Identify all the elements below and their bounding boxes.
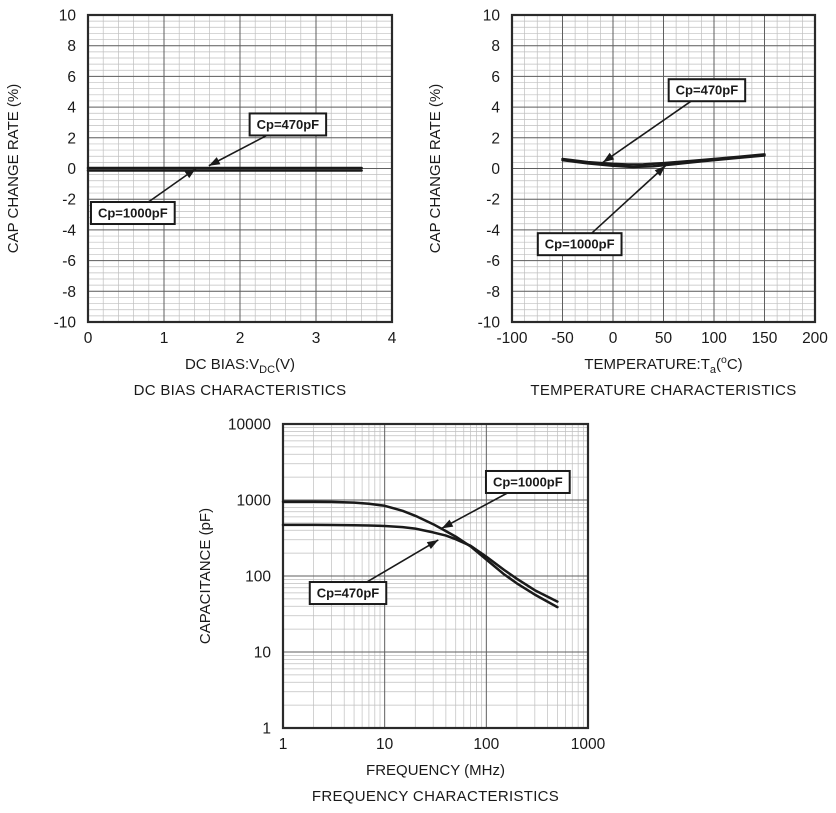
y-tick-label: 8 xyxy=(491,38,500,55)
plot-frame xyxy=(510,13,817,324)
annotation-arrow-head xyxy=(426,539,439,549)
y-axis-label: CAP CHANGE RATE (%) xyxy=(427,84,444,253)
annotation-cp-470pf: Cp=470pF xyxy=(208,112,328,167)
y-tick-label: -6 xyxy=(486,253,500,270)
x-tick-label: 4 xyxy=(388,330,397,347)
annotation-arrow-line xyxy=(366,539,439,583)
y-tick-label: 2 xyxy=(491,130,500,147)
series-line-cp-470pf xyxy=(281,523,559,603)
x-tick-label: 50 xyxy=(655,330,673,347)
x-tick-label: 100 xyxy=(701,330,727,347)
x-tick-label: 100 xyxy=(473,736,499,753)
plot-grid xyxy=(283,424,588,728)
y-tick-label: 8 xyxy=(67,38,76,55)
y-tick-label: 1 xyxy=(262,721,271,738)
y-tick-label: 6 xyxy=(67,69,76,86)
chart-frequency: 1 10 100 1000 10000 1000 100 10 1 FREQUENCY (MHz)… xyxy=(197,417,606,806)
y-axis-label: CAPACITANCE (pF) xyxy=(197,508,214,644)
x-tick-label: 1 xyxy=(279,736,288,753)
y-tick-label: 0 xyxy=(491,161,500,178)
x-axis-label: TEMPERATURE:Ta​(o​C) xyxy=(584,354,742,376)
y-tick-label: -2 xyxy=(62,192,76,209)
chart-temperature: -100 -50 0 50 100 150 200 10 8 6 4 2 0 -2 -4 -6 -8 -10 TEM… xyxy=(427,8,828,400)
x-axis-tick-labels: 0 1 2 3 4 xyxy=(84,330,397,347)
chart-dc_bias: 0 1 2 3 4 10 8 6 4 2 0 -2 -4 -6 -8 -10 DC BIAS:VDC​(V) CA… xyxy=(5,8,397,400)
y-tick-label: 10000 xyxy=(228,417,271,434)
annotation-arrow-head xyxy=(602,152,615,163)
annotation-label: Cp=470pF xyxy=(317,586,380,601)
annotation-box xyxy=(308,581,388,606)
x-tick-label: 10 xyxy=(376,736,394,753)
annotation-label: Cp=470pF xyxy=(676,83,739,98)
y-tick-label: 100 xyxy=(245,569,271,586)
annotation-arrow-line xyxy=(591,165,667,234)
y-tick-label: 10 xyxy=(254,645,272,662)
x-axis-label: FREQUENCY (MHz) xyxy=(366,762,505,779)
annotation-cp-1000pf: Cp=1000pF xyxy=(536,165,667,257)
y-tick-label: 10 xyxy=(483,8,501,25)
chart-title: TEMPERATURE CHARACTERISTICS xyxy=(530,382,796,399)
chart-title: DC BIAS CHARACTERISTICS xyxy=(134,382,347,399)
plot-frame xyxy=(281,422,590,730)
y-tick-label: 6 xyxy=(491,69,500,86)
annotation-label: Cp=1000pF xyxy=(493,474,563,489)
x-tick-label: 1 xyxy=(160,330,169,347)
annotation-box xyxy=(89,201,176,226)
x-tick-label: 2 xyxy=(236,330,245,347)
x-axis-tick-labels: 1 10 100 1000 xyxy=(279,736,606,753)
y-tick-label: 4 xyxy=(491,100,500,117)
y-tick-label: 0 xyxy=(67,161,76,178)
annotation-cp-470pf: Cp=470pF xyxy=(308,539,439,606)
annotation-box xyxy=(667,78,747,103)
x-axis-label: DC BIAS:VDC​(V) xyxy=(185,356,295,376)
series-line-cp-1000pf xyxy=(561,154,766,169)
y-tick-label: -6 xyxy=(62,253,76,270)
x-tick-label: -100 xyxy=(496,330,527,347)
annotation-arrow-line xyxy=(602,100,692,164)
y-tick-label: -8 xyxy=(486,284,500,301)
annotation-cp-1000pf: Cp=1000pF xyxy=(89,167,197,226)
y-tick-label: -2 xyxy=(486,192,500,209)
annotation-cp-470pf: Cp=470pF xyxy=(602,78,747,164)
y-axis-tick-labels: 10 8 6 4 2 0 -2 -4 -6 -8 -10 xyxy=(54,8,77,332)
annotation-box xyxy=(248,112,328,137)
annotation-arrow-head xyxy=(184,168,196,179)
y-axis-tick-labels: 10000 1000 100 10 1 xyxy=(228,417,271,738)
annotation-label: Cp=1000pF xyxy=(98,206,168,221)
y-tick-label: -10 xyxy=(54,315,77,332)
y-axis-tick-labels: 10 8 6 4 2 0 -2 -4 -6 -8 -10 xyxy=(478,8,501,332)
x-tick-label: 200 xyxy=(802,330,828,347)
y-tick-label: 4 xyxy=(67,100,76,117)
x-tick-label: 1000 xyxy=(571,736,606,753)
x-tick-label: 150 xyxy=(752,330,778,347)
annotation-cp-1000pf: Cp=1000pF xyxy=(441,469,571,530)
y-tick-label: 1000 xyxy=(237,493,272,510)
annotation-label: Cp=470pF xyxy=(257,117,320,132)
y-tick-label: 10 xyxy=(59,8,77,25)
annotation-label: Cp=1000pF xyxy=(545,237,615,252)
annotation-arrow-head xyxy=(654,165,666,177)
y-tick-label: -10 xyxy=(478,315,501,332)
chart-title: FREQUENCY CHARACTERISTICS xyxy=(312,788,559,805)
annotation-arrow-head xyxy=(208,157,221,166)
x-tick-label: -50 xyxy=(551,330,574,347)
y-tick-label: 2 xyxy=(67,130,76,147)
annotation-arrow-line xyxy=(441,492,508,530)
annotation-arrow-head xyxy=(441,519,454,529)
series-line-cp-1000pf xyxy=(281,500,559,609)
y-axis-label: CAP CHANGE RATE (%) xyxy=(5,84,22,253)
x-tick-label: 0 xyxy=(609,330,618,347)
x-tick-label: 0 xyxy=(84,330,93,347)
annotation-box xyxy=(484,469,571,494)
x-tick-label: 3 xyxy=(312,330,321,347)
y-tick-label: -4 xyxy=(62,222,76,239)
y-tick-label: -4 xyxy=(486,222,500,239)
annotation-box xyxy=(536,232,623,257)
y-tick-label: -8 xyxy=(62,284,76,301)
x-axis-tick-labels: -100 -50 0 50 100 150 200 xyxy=(496,330,828,347)
